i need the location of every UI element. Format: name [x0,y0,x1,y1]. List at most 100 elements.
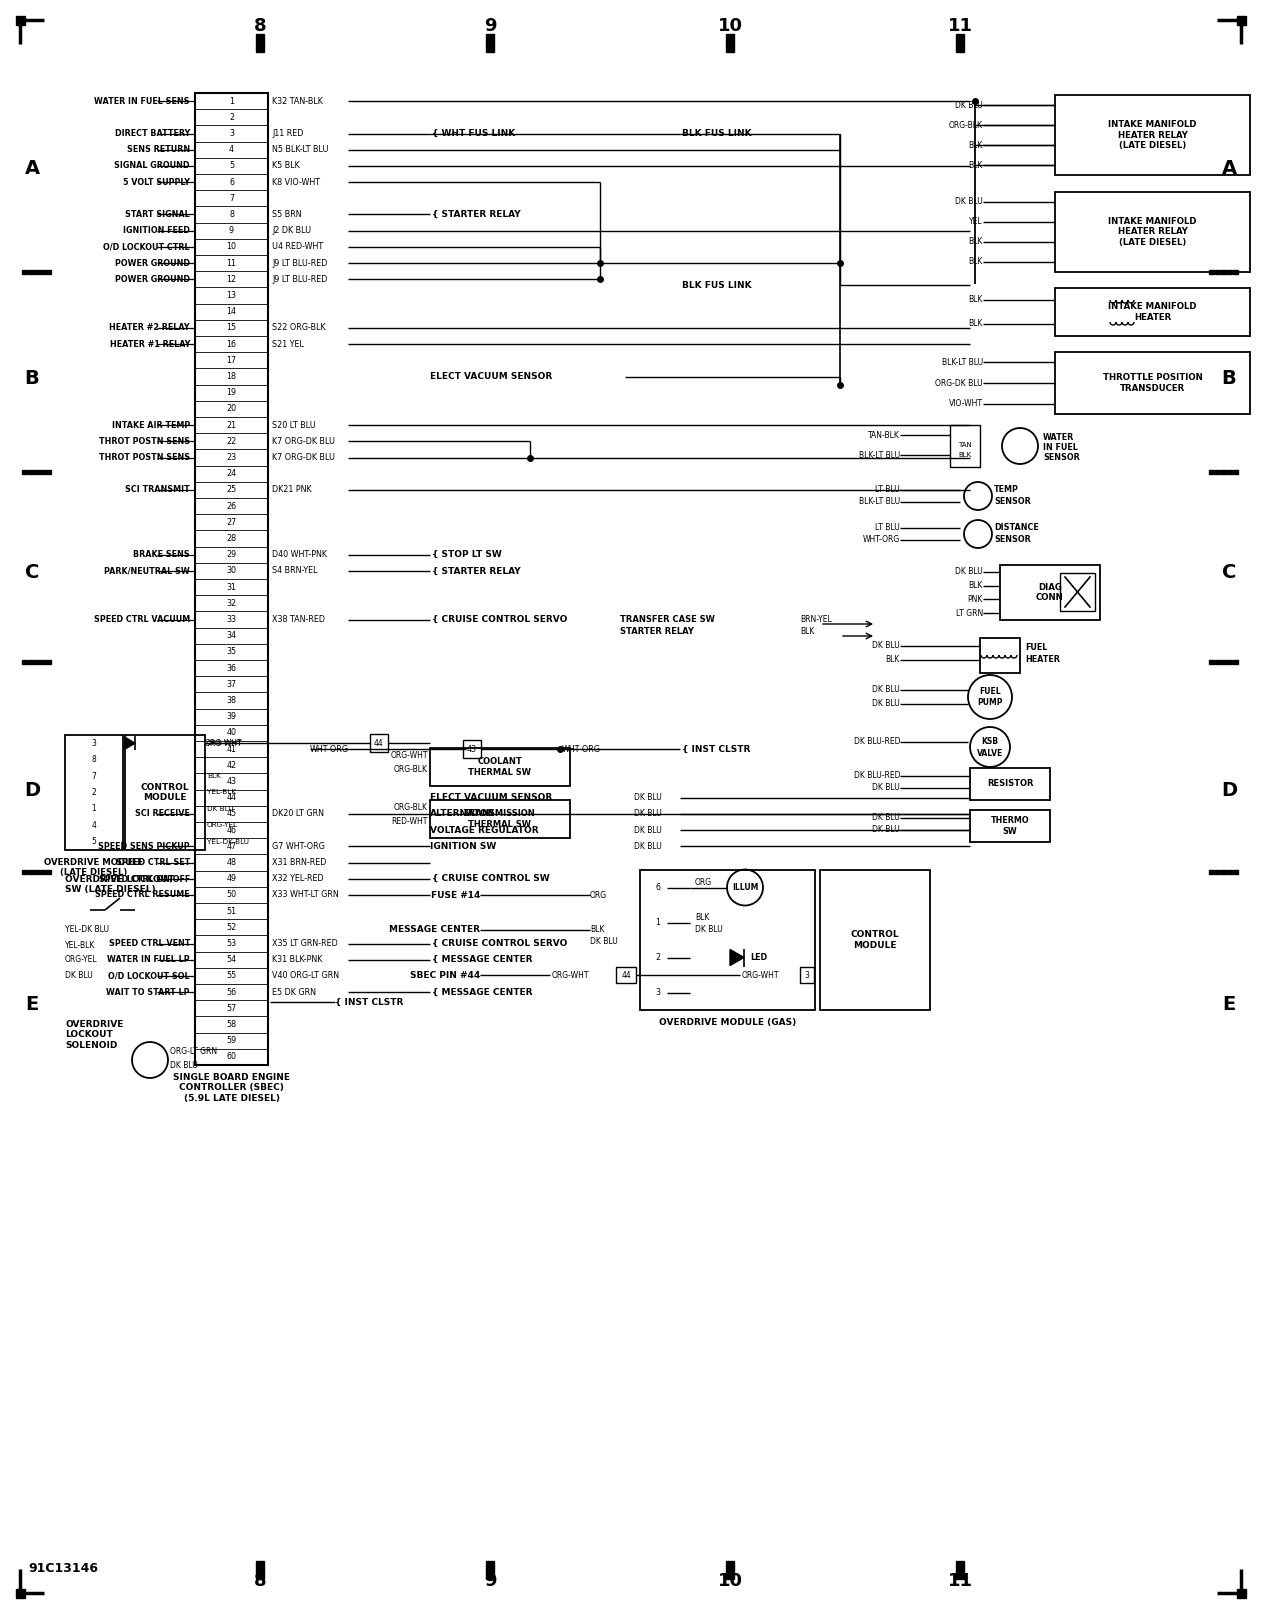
Bar [1227,869,1232,874]
Text: 31: 31 [227,582,237,592]
Bar [1055,192,1250,273]
Text: DK BLU: DK BLU [634,810,662,818]
Text: 3: 3 [92,739,96,748]
Text: HEATER #2 RELAY: HEATER #2 RELAY [110,323,190,332]
Polygon shape [125,737,135,748]
Text: 43: 43 [467,745,477,753]
Text: 4: 4 [92,821,96,829]
Text: 10: 10 [718,18,743,35]
Bar [34,869,39,874]
Bar [21,469,26,474]
Text: ILLUM: ILLUM [731,882,758,892]
Text: ELECT VACUUM SENSOR: ELECT VACUUM SENSOR [430,794,552,802]
Bar [1221,269,1226,274]
Text: C: C [25,563,39,582]
Text: ORG-WHT: ORG-WHT [552,971,589,979]
Text: 8: 8 [92,755,96,765]
Text: { MESSAGE CENTER: { MESSAGE CENTER [433,955,532,965]
Bar [34,269,39,274]
Text: DK BLU: DK BLU [207,806,233,811]
Bar [16,16,25,24]
Bar [1000,565,1100,619]
Text: TAN-BLK: TAN-BLK [868,431,900,439]
Text: ORG: ORG [695,877,712,887]
Text: 45: 45 [227,810,237,818]
Text: { STOP LT SW: { STOP LT SW [433,550,502,560]
Text: 11: 11 [947,18,972,35]
Text: X38 TAN-RED: X38 TAN-RED [272,615,325,624]
Text: 6: 6 [230,177,235,187]
Text: 54: 54 [227,955,237,965]
Text: RED-WHT: RED-WHT [392,818,427,826]
Text: 16: 16 [227,340,237,348]
Bar [1055,95,1250,174]
Text: DK BLU: DK BLU [634,842,662,850]
Text: WAIT TO START LP: WAIT TO START LP [106,987,190,997]
Text: FUEL: FUEL [1025,644,1048,653]
Text: INTAKE MANIFOLD
HEATER: INTAKE MANIFOLD HEATER [1108,302,1197,321]
Text: B: B [1222,368,1236,387]
Text: 44: 44 [375,739,383,748]
Text: SENSOR: SENSOR [994,536,1030,545]
Bar [1061,573,1095,611]
Text: DK BLU: DK BLU [66,971,93,979]
Text: 2: 2 [230,113,235,123]
Text: OVERDRIVE MODULE
(LATE DIESEL): OVERDRIVE MODULE (LATE DIESEL) [44,858,144,877]
Text: K8 VIO-WHT: K8 VIO-WHT [272,177,320,187]
Text: DK BLU: DK BLU [634,794,662,802]
Bar [1216,269,1219,274]
Text: SENS RETURN: SENS RETURN [127,145,190,155]
Text: X33 WHT-LT GRN: X33 WHT-LT GRN [272,890,339,900]
Text: { CRUISE CONTROL SW: { CRUISE CONTROL SW [433,874,550,884]
Text: YEL-DK BLU: YEL-DK BLU [66,926,108,934]
Text: DK BLU: DK BLU [956,100,984,110]
Text: 1: 1 [656,918,661,927]
Bar [21,660,26,665]
Bar [28,660,33,665]
Text: ORG-WHT: ORG-WHT [207,740,242,747]
Text: 58: 58 [227,1019,237,1029]
Text: S21 YEL: S21 YEL [272,340,304,348]
Text: ORG-BLK: ORG-BLK [950,121,984,129]
Text: K7 ORG-DK BLU: K7 ORG-DK BLU [272,437,335,445]
Text: WATER: WATER [1043,434,1074,442]
Text: E: E [1222,995,1236,1015]
Bar [1227,269,1232,274]
Text: 3: 3 [230,129,235,139]
Text: OVERDRIVE
LOCKOUT
SOLENOID: OVERDRIVE LOCKOUT SOLENOID [66,1019,124,1050]
Text: SINGLE BOARD ENGINE
CONTROLLER (SBEC)
(5.9L LATE DIESEL): SINGLE BOARD ENGINE CONTROLLER (SBEC) (5… [173,1073,290,1103]
Text: 41: 41 [227,745,237,753]
Bar [1216,869,1219,874]
Text: WATER IN FUEL LP: WATER IN FUEL LP [107,955,190,965]
Text: { WHT FUS LINK: { WHT FUS LINK [433,129,516,139]
Text: 25: 25 [227,486,237,495]
Bar [1233,469,1238,474]
Text: 5: 5 [230,161,235,171]
Text: D: D [24,781,40,800]
Text: D: D [1221,781,1237,800]
Bar [40,660,45,665]
Text: POWER GROUND: POWER GROUND [115,274,190,284]
Text: THROTTLE POSITION
TRANSDUCER: THROTTLE POSITION TRANSDUCER [1102,373,1203,392]
Text: BLK: BLK [590,926,604,934]
Text: X35 LT GRN-RED: X35 LT GRN-RED [272,939,338,948]
Text: K32 TAN-BLK: K32 TAN-BLK [272,97,323,105]
Text: 44: 44 [622,971,630,979]
Text: 7: 7 [230,194,235,203]
Text: 49: 49 [227,874,237,884]
Text: IN FUEL: IN FUEL [1043,444,1078,453]
Text: OVERDRIVE MODULE (GAS): OVERDRIVE MODULE (GAS) [660,1018,796,1027]
Text: C: C [1222,563,1236,582]
Text: 19: 19 [227,389,237,397]
Text: FUEL
PUMP: FUEL PUMP [977,687,1002,706]
Text: 2: 2 [656,953,661,961]
Text: WHT-ORG: WHT-ORG [310,745,349,753]
Text: YEL-BLK: YEL-BLK [66,940,96,950]
Bar [66,736,124,850]
Text: 53: 53 [227,939,237,948]
Text: { MESSAGE CENTER: { MESSAGE CENTER [433,987,532,997]
Text: 32: 32 [227,598,237,608]
Text: ORG-BLK: ORG-BLK [393,766,427,774]
Bar [430,800,570,839]
Text: { CRUISE CONTROL SERVO: { CRUISE CONTROL SERVO [433,939,567,948]
